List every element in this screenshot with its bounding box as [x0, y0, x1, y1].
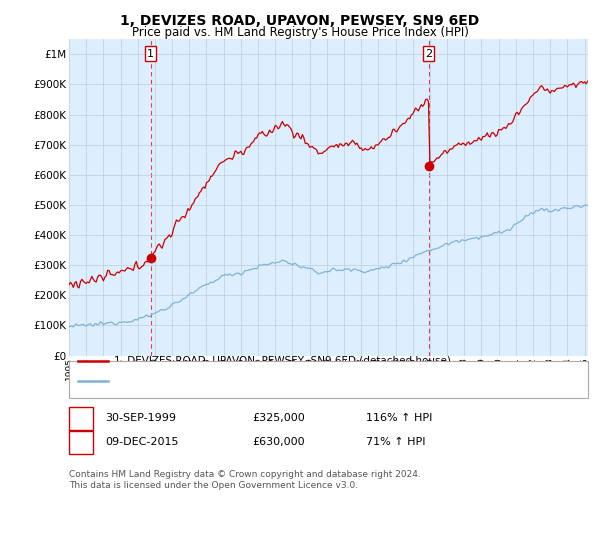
- Text: £325,000: £325,000: [252, 413, 305, 423]
- Text: £630,000: £630,000: [252, 437, 305, 447]
- Text: 09-DEC-2015: 09-DEC-2015: [105, 437, 179, 447]
- Text: 2: 2: [425, 49, 432, 59]
- Text: 1: 1: [77, 413, 85, 423]
- Text: Contains HM Land Registry data © Crown copyright and database right 2024.
This d: Contains HM Land Registry data © Crown c…: [69, 470, 421, 490]
- Text: 116% ↑ HPI: 116% ↑ HPI: [366, 413, 433, 423]
- Text: 71% ↑ HPI: 71% ↑ HPI: [366, 437, 425, 447]
- Text: 2: 2: [77, 437, 85, 447]
- Text: 1, DEVIZES ROAD, UPAVON, PEWSEY, SN9 6ED: 1, DEVIZES ROAD, UPAVON, PEWSEY, SN9 6ED: [121, 14, 479, 28]
- Text: 1: 1: [147, 49, 154, 59]
- Text: 1, DEVIZES ROAD, UPAVON, PEWSEY, SN9 6ED (detached house): 1, DEVIZES ROAD, UPAVON, PEWSEY, SN9 6ED…: [114, 356, 451, 366]
- Text: 30-SEP-1999: 30-SEP-1999: [105, 413, 176, 423]
- Text: Price paid vs. HM Land Registry's House Price Index (HPI): Price paid vs. HM Land Registry's House …: [131, 26, 469, 39]
- Text: HPI: Average price, detached house, Wiltshire: HPI: Average price, detached house, Wilt…: [114, 376, 353, 386]
